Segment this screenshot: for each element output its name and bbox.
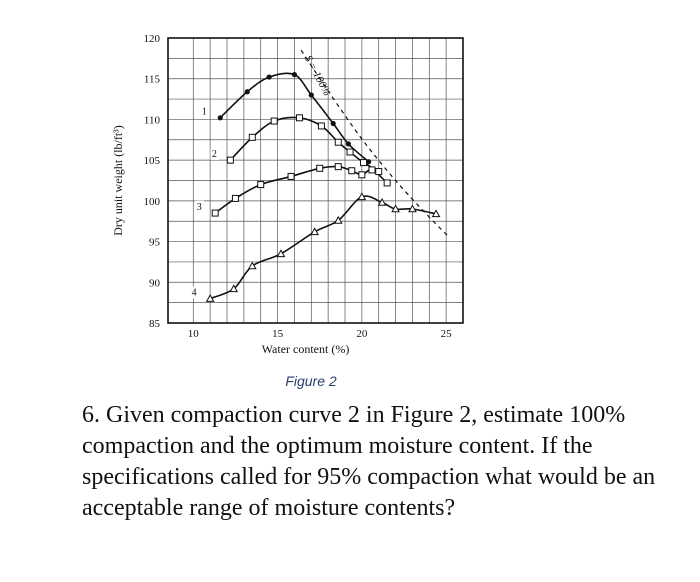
- curve-2-line: [229, 116, 380, 173]
- curve-4-point: [377, 197, 387, 206]
- curve-2-point: [270, 117, 278, 125]
- question-text: 6. Given compaction curve 2 in Figure 2,…: [82, 402, 656, 521]
- curve-3-label: 3: [197, 202, 202, 213]
- curve-4-point: [357, 192, 367, 201]
- curve-1-point: [366, 159, 372, 165]
- curve-4-point: [310, 227, 320, 236]
- y-tick-label: 110: [144, 114, 161, 126]
- curve-4-point: [408, 204, 417, 213]
- curve-3-point: [334, 163, 342, 171]
- chart-gridlines: [168, 37, 464, 324]
- y-axis-title: Dry unit weight (lb/ft³): [111, 125, 125, 236]
- y-tick-label: 120: [144, 33, 161, 45]
- curve-1-point: [291, 72, 298, 78]
- curve-2-label-bg: [210, 147, 220, 160]
- curve-4-point: [391, 204, 400, 213]
- x-axis-title: Water content (%): [262, 342, 350, 356]
- curve-2-label: 2: [212, 149, 217, 160]
- figure-caption: Figure 2: [285, 373, 337, 389]
- curve-3-point: [358, 171, 366, 179]
- curve-2-point: [375, 168, 383, 176]
- curve-1-point: [345, 141, 351, 147]
- chart-tick-labels: 85 90 95 100 105 110 115 120 10 15 20 25: [144, 33, 453, 340]
- y-tick-label: 105: [144, 155, 161, 167]
- curve-4-point: [276, 249, 286, 258]
- compaction-chart: 1 2 3 4 85 90 95 100 105 110 115 120 10 15 20 25 Water…: [111, 33, 464, 356]
- curve-1-label-bg: [200, 105, 210, 118]
- curve-1-point: [266, 74, 272, 80]
- curve-2-point: [248, 133, 256, 141]
- y-tick-label: 100: [144, 196, 161, 208]
- y-tick-label: 95: [149, 237, 161, 249]
- curve-3-point: [257, 181, 265, 189]
- curve-2-point: [360, 159, 368, 167]
- curve-3-line: [214, 165, 388, 214]
- curve-4-point: [333, 215, 343, 224]
- curve-3-point: [231, 194, 239, 202]
- curve-4-point: [229, 284, 239, 293]
- x-tick-label: 10: [188, 328, 200, 340]
- curve-4-point: [431, 209, 441, 218]
- x-tick-label: 15: [272, 328, 284, 340]
- x-tick-label: 25: [441, 328, 453, 340]
- plot-frame: [167, 37, 464, 324]
- x-tick-label: 20: [356, 328, 368, 340]
- curve-4-point: [247, 261, 257, 270]
- y-tick-label: 85: [149, 318, 161, 330]
- curve-3-point: [287, 172, 295, 180]
- curve-2-point: [317, 122, 325, 130]
- curve-4-point: [205, 294, 215, 302]
- curve-1-point: [308, 92, 314, 98]
- curve-4-label-bg: [190, 286, 200, 299]
- curve-2-point: [346, 148, 354, 156]
- curve-3-point: [316, 164, 324, 172]
- chart-markers: 1 2 3 4: [190, 72, 441, 302]
- curve-1-label: 1: [202, 107, 207, 118]
- curve-4-label: 4: [192, 287, 197, 298]
- curve-3-point: [383, 179, 391, 187]
- y-tick-label: 115: [144, 74, 161, 86]
- y-tick-label: 90: [149, 277, 161, 289]
- curve-3-label-bg: [195, 200, 205, 213]
- curve-1-point: [244, 89, 250, 95]
- curve-3-point: [368, 166, 376, 174]
- curve-3-point: [211, 209, 219, 217]
- curve-1-point: [330, 120, 336, 127]
- curve-2-point: [334, 138, 342, 146]
- curve-1-point: [217, 115, 223, 121]
- curve-2-point: [295, 114, 303, 122]
- curve-2-point: [226, 156, 234, 164]
- curve-3-point: [348, 167, 356, 175]
